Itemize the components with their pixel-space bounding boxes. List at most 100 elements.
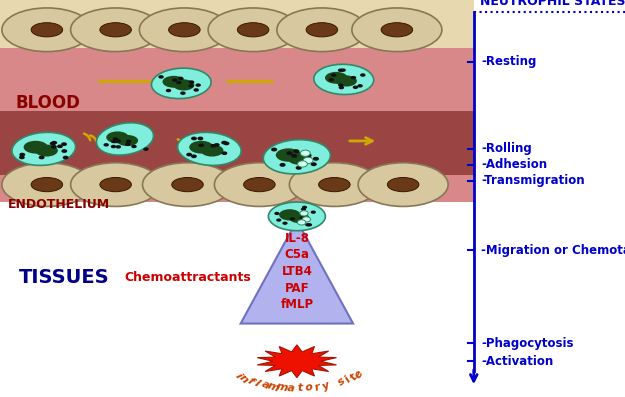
Text: y: y — [321, 380, 331, 392]
Text: -Activation: -Activation — [481, 355, 554, 368]
Ellipse shape — [274, 212, 279, 215]
Ellipse shape — [189, 80, 194, 84]
Ellipse shape — [279, 163, 286, 167]
Ellipse shape — [271, 148, 278, 152]
Ellipse shape — [158, 75, 164, 79]
Text: i: i — [232, 372, 243, 380]
Ellipse shape — [306, 153, 312, 157]
Ellipse shape — [180, 91, 186, 95]
Ellipse shape — [305, 158, 311, 162]
Ellipse shape — [172, 78, 177, 82]
Text: t: t — [297, 383, 303, 393]
Ellipse shape — [186, 153, 192, 156]
Ellipse shape — [125, 143, 131, 146]
Ellipse shape — [210, 144, 216, 148]
Ellipse shape — [319, 177, 350, 192]
Ellipse shape — [301, 150, 310, 156]
Ellipse shape — [2, 8, 92, 52]
Ellipse shape — [360, 73, 366, 77]
Ellipse shape — [71, 163, 161, 206]
Text: PAF: PAF — [284, 282, 309, 295]
Ellipse shape — [176, 81, 182, 84]
Ellipse shape — [104, 143, 109, 146]
Ellipse shape — [314, 64, 374, 94]
Ellipse shape — [300, 211, 308, 216]
Ellipse shape — [172, 177, 203, 192]
Ellipse shape — [303, 157, 313, 164]
Text: -Migration or Chemotaxis: -Migration or Chemotaxis — [481, 244, 625, 256]
Ellipse shape — [31, 23, 62, 37]
Ellipse shape — [100, 23, 131, 37]
Text: -Transmigration: -Transmigration — [481, 174, 585, 187]
Text: e: e — [353, 368, 366, 380]
Ellipse shape — [311, 210, 316, 214]
Text: r: r — [314, 382, 322, 393]
Ellipse shape — [221, 141, 227, 145]
Ellipse shape — [162, 76, 185, 88]
Ellipse shape — [198, 137, 203, 140]
Ellipse shape — [143, 147, 149, 151]
Text: -Adhesion: -Adhesion — [481, 158, 548, 171]
Bar — [0, 48, 474, 202]
Ellipse shape — [166, 89, 171, 92]
Ellipse shape — [357, 84, 363, 88]
Ellipse shape — [177, 132, 241, 166]
Bar — [0, 111, 474, 175]
Ellipse shape — [71, 8, 161, 52]
Text: NEUTROPHIL STATES: NEUTROPHIL STATES — [480, 0, 625, 8]
Ellipse shape — [221, 151, 228, 155]
Text: a: a — [259, 379, 271, 391]
Ellipse shape — [214, 143, 219, 147]
Text: -Phagocytosis: -Phagocytosis — [481, 337, 574, 350]
Ellipse shape — [178, 77, 184, 80]
Bar — [474, 0, 625, 397]
Text: BLOOD: BLOOD — [16, 94, 81, 112]
Text: m: m — [266, 380, 281, 393]
Ellipse shape — [35, 145, 58, 156]
Ellipse shape — [61, 149, 68, 153]
Ellipse shape — [208, 8, 298, 52]
Text: -Resting: -Resting — [481, 55, 537, 68]
Ellipse shape — [311, 162, 317, 166]
Ellipse shape — [276, 148, 301, 162]
Ellipse shape — [224, 142, 229, 145]
Ellipse shape — [298, 161, 308, 167]
Ellipse shape — [263, 140, 331, 174]
Ellipse shape — [194, 88, 199, 92]
Text: n: n — [238, 372, 250, 385]
Ellipse shape — [191, 137, 197, 140]
Text: m: m — [276, 382, 289, 394]
Ellipse shape — [299, 216, 305, 220]
Ellipse shape — [96, 123, 154, 155]
Ellipse shape — [302, 217, 311, 222]
Ellipse shape — [111, 140, 117, 143]
Ellipse shape — [62, 156, 69, 160]
Ellipse shape — [388, 177, 419, 192]
Ellipse shape — [111, 145, 116, 148]
Ellipse shape — [173, 79, 194, 91]
Ellipse shape — [307, 223, 312, 226]
Ellipse shape — [12, 132, 76, 166]
Ellipse shape — [31, 177, 62, 192]
Ellipse shape — [282, 222, 288, 225]
Ellipse shape — [50, 142, 56, 145]
Ellipse shape — [106, 131, 129, 143]
Text: t: t — [349, 372, 360, 382]
Ellipse shape — [131, 145, 137, 148]
Text: a: a — [287, 383, 295, 393]
Ellipse shape — [116, 139, 121, 143]
Ellipse shape — [302, 206, 307, 209]
Ellipse shape — [293, 149, 299, 153]
Ellipse shape — [306, 23, 338, 37]
Ellipse shape — [277, 8, 367, 52]
Ellipse shape — [358, 163, 448, 206]
Ellipse shape — [289, 163, 379, 206]
Ellipse shape — [286, 151, 292, 155]
Ellipse shape — [276, 218, 281, 222]
Bar — [0, 202, 474, 397]
Text: Chemoattractants: Chemoattractants — [124, 272, 251, 284]
Text: s: s — [336, 376, 348, 388]
Polygon shape — [258, 345, 336, 378]
Ellipse shape — [142, 163, 232, 206]
Polygon shape — [241, 220, 353, 324]
